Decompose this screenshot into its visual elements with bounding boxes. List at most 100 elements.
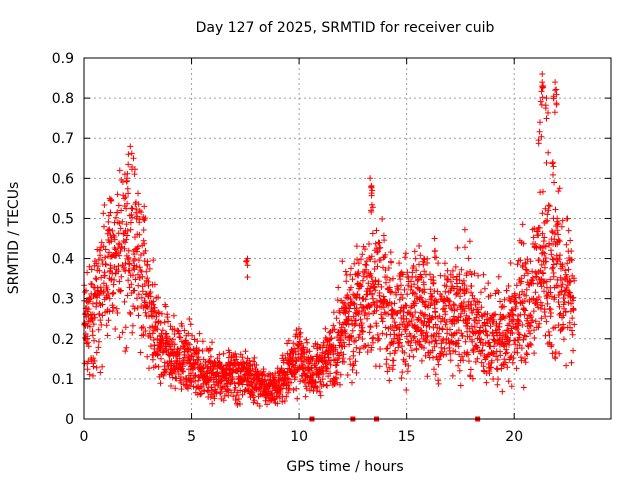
- data-point-peak: [244, 274, 251, 281]
- data-point: [176, 355, 183, 362]
- data-point: [184, 345, 191, 352]
- data-point: [547, 289, 554, 296]
- data-point: [192, 372, 199, 379]
- chart-title: Day 127 of 2025, SRMTID for receiver cui…: [196, 20, 495, 36]
- data-point: [162, 303, 169, 310]
- data-point: [545, 202, 552, 209]
- data-point: [569, 315, 576, 322]
- x-tick-label: 5: [187, 429, 196, 445]
- data-point: [497, 352, 504, 359]
- data-point: [363, 258, 370, 265]
- data-point: [546, 242, 553, 249]
- data-point: [401, 286, 408, 293]
- data-point: [439, 348, 446, 355]
- data-point: [482, 354, 489, 361]
- data-point: [533, 297, 540, 304]
- data-point: [314, 384, 321, 391]
- data-point-peak: [553, 91, 560, 98]
- data-point: [511, 349, 518, 356]
- data-point: [121, 298, 128, 305]
- data-point: [334, 297, 341, 304]
- data-point: [552, 349, 559, 356]
- data-point: [523, 350, 530, 357]
- data-point: [134, 304, 141, 311]
- data-point: [516, 291, 523, 298]
- data-point: [101, 223, 107, 230]
- data-point: [397, 336, 403, 343]
- data-point: [123, 344, 130, 351]
- data-point: [450, 274, 457, 281]
- data-point: [100, 288, 107, 295]
- data-point: [169, 350, 176, 356]
- data-point: [555, 188, 562, 195]
- data-point: [415, 314, 422, 321]
- data-point: [568, 257, 575, 264]
- data-point: [114, 191, 121, 198]
- data-point: [371, 284, 378, 291]
- data-point: [430, 354, 436, 361]
- data-point: [473, 314, 480, 321]
- data-point-peak: [538, 88, 545, 95]
- data-point: [536, 244, 543, 251]
- data-point: [153, 313, 160, 320]
- data-point: [237, 351, 244, 358]
- data-point: [158, 310, 165, 317]
- data-point: [90, 321, 97, 328]
- data-point: [127, 226, 134, 233]
- data-point: [285, 337, 292, 344]
- data-point: [104, 332, 111, 339]
- data-point: [296, 325, 302, 332]
- data-point: [128, 281, 135, 288]
- data-point: [342, 268, 349, 275]
- data-point: [549, 350, 556, 357]
- data-point: [398, 282, 404, 289]
- data-point: [355, 260, 362, 267]
- data-point: [339, 258, 346, 265]
- data-point: [297, 378, 304, 385]
- data-point: [85, 343, 92, 350]
- data-point: [209, 387, 215, 394]
- data-point: [541, 288, 547, 295]
- data-point: [154, 326, 161, 333]
- data-point: [415, 276, 422, 283]
- data-point: [279, 352, 286, 359]
- data-point: [408, 318, 415, 324]
- data-point: [530, 308, 537, 315]
- data-point: [556, 238, 563, 245]
- data-point-peak: [553, 101, 560, 108]
- data-point: [533, 274, 540, 281]
- data-point: [558, 223, 565, 230]
- data-point: [144, 304, 151, 311]
- data-point: [374, 302, 381, 309]
- data-point: [417, 252, 424, 259]
- data-point: [429, 314, 436, 321]
- data-point: [124, 256, 131, 263]
- data-point: [524, 351, 531, 358]
- data-point: [232, 350, 239, 357]
- data-point-peak: [536, 128, 543, 135]
- data-point: [334, 369, 341, 376]
- data-point: [149, 330, 156, 337]
- data-point: [558, 288, 565, 295]
- data-point: [99, 301, 106, 308]
- data-point: [530, 234, 537, 241]
- data-point-peak: [539, 71, 546, 77]
- data-point: [554, 282, 561, 289]
- data-point: [111, 277, 118, 283]
- data-point: [451, 302, 458, 309]
- data-point: [376, 290, 383, 296]
- data-point: [339, 355, 346, 362]
- data-point: [537, 299, 544, 306]
- data-point: [101, 272, 108, 279]
- data-point: [174, 327, 181, 334]
- data-point: [465, 255, 472, 262]
- data-point: [121, 245, 128, 252]
- data-point: [495, 289, 502, 296]
- data-point-peak: [539, 94, 546, 101]
- data-point: [444, 267, 451, 274]
- data-point: [220, 397, 227, 404]
- data-point: [379, 330, 386, 337]
- data-point: [341, 327, 348, 333]
- data-point: [418, 294, 425, 301]
- data-point: [445, 276, 452, 283]
